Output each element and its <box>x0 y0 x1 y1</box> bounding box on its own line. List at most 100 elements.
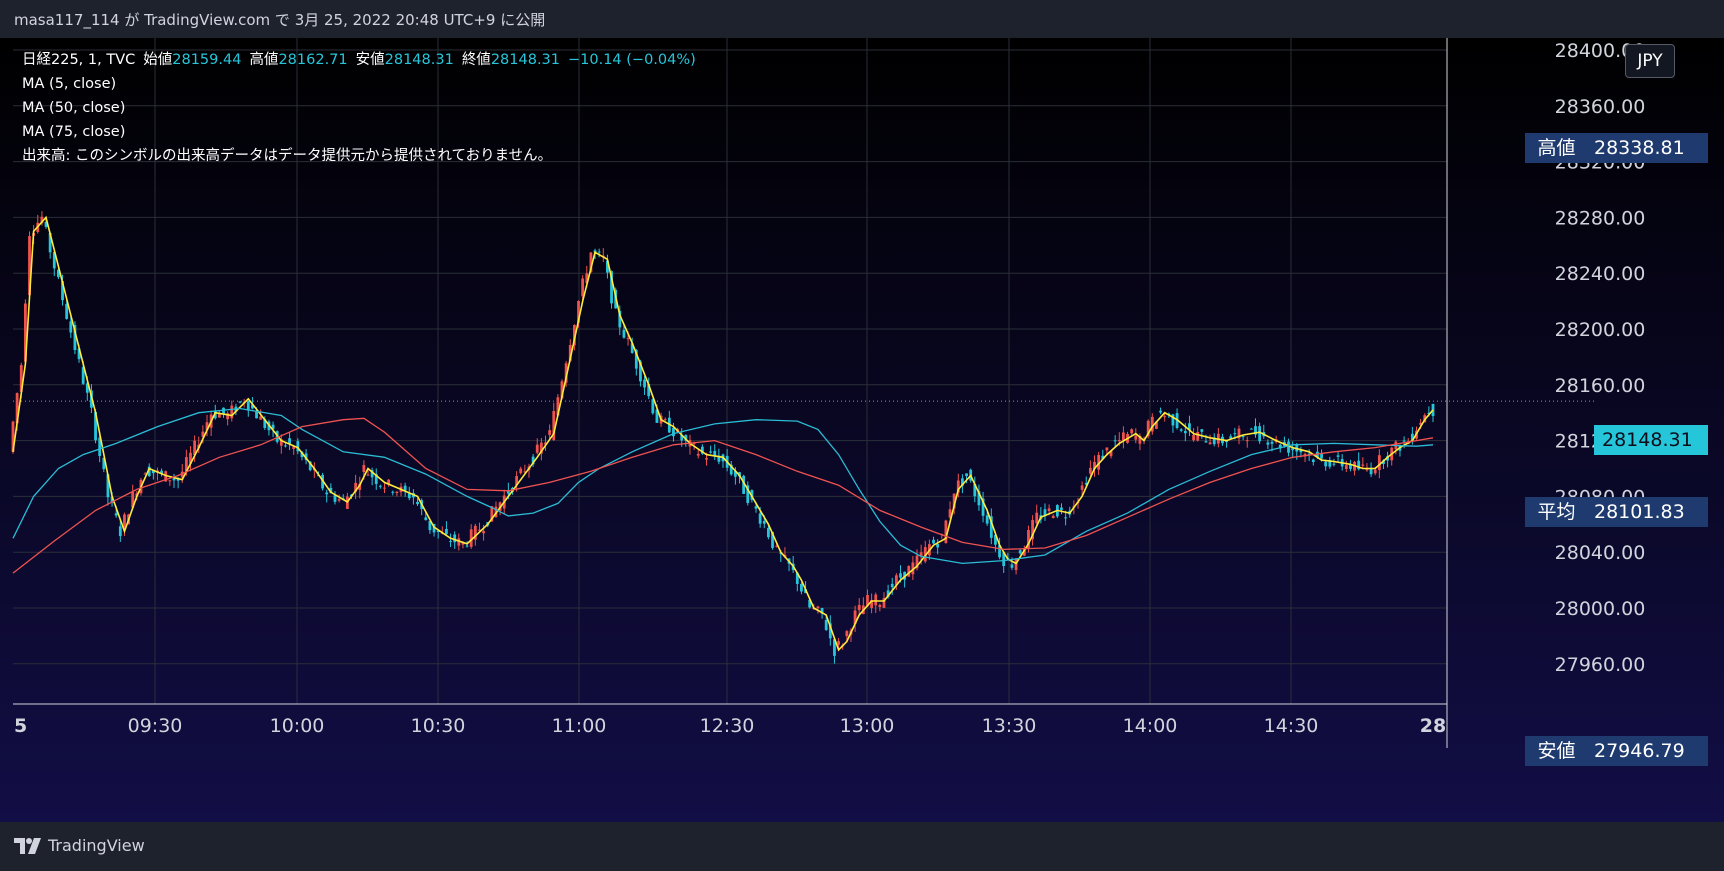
candle-body <box>915 555 919 569</box>
candle-body <box>767 528 770 538</box>
candle-body <box>222 407 225 415</box>
candle-body <box>259 416 263 420</box>
candle-body <box>597 251 601 253</box>
candle-body <box>193 440 197 455</box>
candle-body <box>651 399 655 414</box>
price-chart[interactable]: 28400.0028360.0028320.0028280.0028240.00… <box>0 38 1724 822</box>
ma50-legend[interactable]: MA (50, close) <box>22 100 126 116</box>
candle-body <box>362 464 366 473</box>
candle-body <box>246 401 250 411</box>
chart-background <box>0 38 1724 822</box>
ma75-legend[interactable]: MA (75, close) <box>22 124 126 140</box>
candle-body <box>622 329 626 338</box>
candle-body <box>123 514 126 530</box>
candle-body <box>131 491 135 508</box>
candle-body <box>564 363 568 383</box>
candle-body <box>1117 439 1121 442</box>
candle-body <box>180 471 184 478</box>
candle-body <box>630 343 634 353</box>
candle-body <box>1373 469 1377 474</box>
candle-body <box>1369 467 1373 475</box>
candle-body <box>1270 441 1274 444</box>
candle-body <box>52 252 56 269</box>
candle-body <box>1324 461 1328 467</box>
candle-body <box>1402 440 1406 442</box>
candle-body <box>292 446 296 449</box>
open-value: 28159.44 <box>172 52 242 68</box>
candle-body <box>977 491 981 506</box>
candle-body <box>378 485 382 487</box>
candle-body <box>370 470 374 478</box>
candle-body <box>944 520 948 544</box>
low-label: 安値 <box>355 52 385 68</box>
high-tag-value: 28338.81 <box>1588 133 1708 163</box>
candle-body <box>44 221 48 227</box>
candle-body <box>515 476 519 486</box>
candle-body <box>176 478 180 481</box>
candle-body <box>1328 459 1332 467</box>
candle-body <box>572 325 576 346</box>
high-label: 高値 <box>249 52 279 68</box>
candle-body <box>1349 463 1352 469</box>
candle-body <box>1332 463 1336 465</box>
currency-button[interactable]: JPY <box>1625 44 1675 78</box>
candle-body <box>482 531 485 534</box>
candle-body <box>201 431 205 437</box>
candle-body <box>820 608 824 614</box>
high-value: 28162.71 <box>278 52 348 68</box>
candle-body <box>147 466 151 477</box>
candle-body <box>1031 520 1034 540</box>
candle-body <box>742 475 746 494</box>
candle-body <box>1291 448 1295 451</box>
candle-body <box>837 641 840 645</box>
candle-body <box>1212 437 1216 445</box>
candle-body <box>251 404 254 409</box>
candle-body <box>387 479 391 484</box>
candle-body <box>457 538 461 546</box>
ma75-line <box>12 417 1434 574</box>
candle-body <box>436 530 440 532</box>
candle-body <box>1299 449 1303 453</box>
candle-body <box>1245 440 1249 442</box>
candle-body <box>1051 515 1055 519</box>
candle-body <box>98 437 102 457</box>
candle-body <box>692 442 696 444</box>
brand[interactable]: TradingView <box>14 836 145 855</box>
candle-body <box>894 575 898 585</box>
candle-body <box>383 487 386 489</box>
ohlc-row: 日経225, 1, TVC 始値28159.44 高値28162.71 安値28148… <box>22 48 696 72</box>
candle-body <box>1105 447 1109 451</box>
candle-body <box>445 528 448 535</box>
candle-body <box>337 499 341 501</box>
candle-body <box>866 595 869 607</box>
candle-body <box>1196 431 1200 441</box>
candle-body <box>523 471 527 473</box>
publish-info: masa117_114 が TradingView.com で 3月 25, 2… <box>14 11 546 29</box>
candle-body <box>1254 426 1257 435</box>
candle-body <box>989 516 993 538</box>
ma5-legend[interactable]: MA (5, close) <box>22 76 117 92</box>
candle-body <box>1109 451 1113 457</box>
candle-body <box>65 303 69 319</box>
candle-body <box>709 451 713 453</box>
candle-body <box>453 534 457 543</box>
candle-body <box>1060 507 1063 510</box>
candle-body <box>300 452 304 458</box>
candle-body <box>1155 421 1158 429</box>
candle-body <box>118 526 122 537</box>
candle-body <box>226 413 230 420</box>
candle-body <box>618 311 622 328</box>
candle-body <box>717 455 721 462</box>
candle-body <box>1427 412 1431 414</box>
candle-body <box>643 379 646 388</box>
candle-body <box>795 572 799 584</box>
low-tag-label: 安値 <box>1525 736 1588 766</box>
candle-body <box>189 452 192 464</box>
candle-body <box>1266 442 1270 445</box>
x-tick-label: 14:00 <box>1123 715 1178 737</box>
candle-body <box>899 573 902 578</box>
candle-body <box>998 545 1001 558</box>
candle-body <box>449 541 452 543</box>
candle-body <box>151 470 155 474</box>
candle-body <box>552 411 556 440</box>
